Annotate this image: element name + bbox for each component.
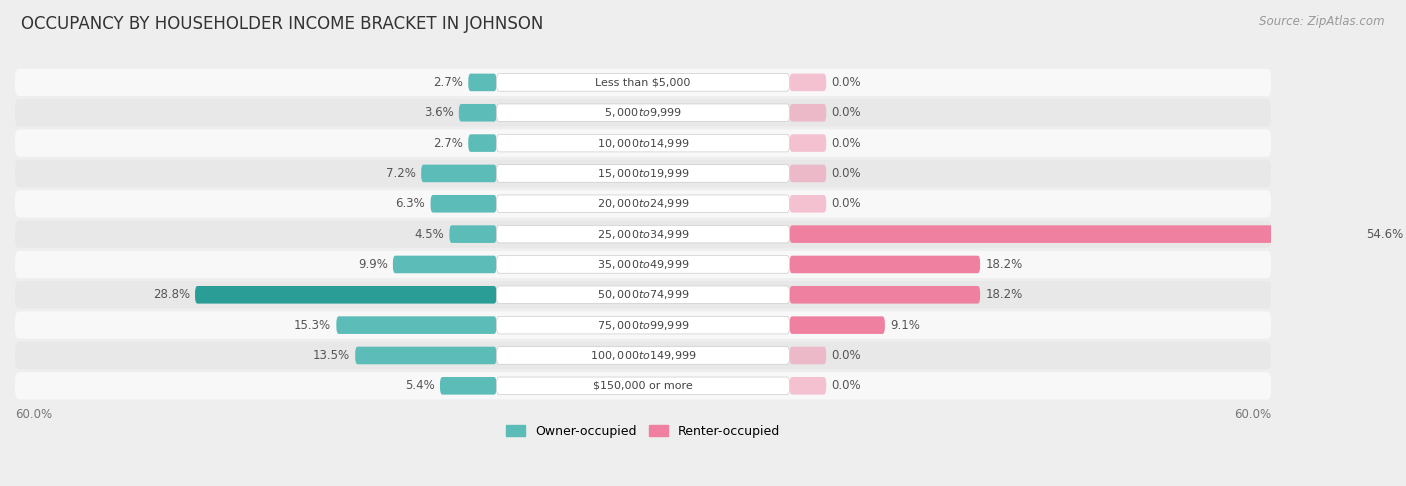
FancyBboxPatch shape: [496, 226, 790, 243]
FancyBboxPatch shape: [790, 73, 827, 91]
FancyBboxPatch shape: [468, 134, 496, 152]
Text: $150,000 or more: $150,000 or more: [593, 381, 693, 391]
FancyBboxPatch shape: [496, 165, 790, 182]
FancyBboxPatch shape: [790, 134, 827, 152]
Text: $75,000 to $99,999: $75,000 to $99,999: [596, 319, 689, 331]
FancyBboxPatch shape: [336, 316, 496, 334]
Text: $100,000 to $149,999: $100,000 to $149,999: [589, 349, 696, 362]
Text: 3.6%: 3.6%: [423, 106, 454, 119]
Text: 15.3%: 15.3%: [294, 319, 332, 331]
Text: $35,000 to $49,999: $35,000 to $49,999: [596, 258, 689, 271]
FancyBboxPatch shape: [430, 195, 496, 212]
Text: 0.0%: 0.0%: [831, 379, 860, 392]
FancyBboxPatch shape: [15, 129, 1271, 157]
Text: 0.0%: 0.0%: [831, 76, 860, 89]
FancyBboxPatch shape: [790, 256, 980, 273]
Text: Less than $5,000: Less than $5,000: [595, 77, 690, 87]
FancyBboxPatch shape: [15, 160, 1271, 187]
FancyBboxPatch shape: [790, 104, 827, 122]
Text: 9.1%: 9.1%: [890, 319, 920, 331]
Text: $5,000 to $9,999: $5,000 to $9,999: [605, 106, 682, 119]
Text: 6.3%: 6.3%: [395, 197, 426, 210]
Text: $10,000 to $14,999: $10,000 to $14,999: [596, 137, 689, 150]
FancyBboxPatch shape: [790, 377, 827, 395]
FancyBboxPatch shape: [15, 312, 1271, 339]
FancyBboxPatch shape: [195, 286, 496, 304]
Text: 28.8%: 28.8%: [153, 288, 190, 301]
FancyBboxPatch shape: [496, 286, 790, 304]
Legend: Owner-occupied, Renter-occupied: Owner-occupied, Renter-occupied: [501, 420, 785, 443]
FancyBboxPatch shape: [496, 347, 790, 364]
FancyBboxPatch shape: [15, 281, 1271, 309]
Text: 5.4%: 5.4%: [405, 379, 434, 392]
FancyBboxPatch shape: [15, 99, 1271, 126]
FancyBboxPatch shape: [450, 226, 496, 243]
FancyBboxPatch shape: [790, 195, 827, 212]
FancyBboxPatch shape: [790, 165, 827, 182]
Text: $25,000 to $34,999: $25,000 to $34,999: [596, 227, 689, 241]
Text: 0.0%: 0.0%: [831, 167, 860, 180]
FancyBboxPatch shape: [15, 251, 1271, 278]
FancyBboxPatch shape: [790, 286, 980, 304]
FancyBboxPatch shape: [790, 316, 884, 334]
Text: OCCUPANCY BY HOUSEHOLDER INCOME BRACKET IN JOHNSON: OCCUPANCY BY HOUSEHOLDER INCOME BRACKET …: [21, 15, 544, 33]
FancyBboxPatch shape: [422, 165, 496, 182]
Text: 0.0%: 0.0%: [831, 197, 860, 210]
Text: $15,000 to $19,999: $15,000 to $19,999: [596, 167, 689, 180]
FancyBboxPatch shape: [392, 256, 496, 273]
Text: 0.0%: 0.0%: [831, 137, 860, 150]
Text: 60.0%: 60.0%: [1234, 408, 1271, 421]
FancyBboxPatch shape: [496, 256, 790, 273]
FancyBboxPatch shape: [15, 372, 1271, 399]
Text: 0.0%: 0.0%: [831, 106, 860, 119]
FancyBboxPatch shape: [15, 190, 1271, 217]
Text: 18.2%: 18.2%: [986, 258, 1022, 271]
FancyBboxPatch shape: [496, 377, 790, 395]
Text: 2.7%: 2.7%: [433, 76, 463, 89]
Text: 54.6%: 54.6%: [1367, 227, 1403, 241]
Text: 2.7%: 2.7%: [433, 137, 463, 150]
FancyBboxPatch shape: [15, 342, 1271, 369]
Text: $20,000 to $24,999: $20,000 to $24,999: [596, 197, 689, 210]
FancyBboxPatch shape: [15, 69, 1271, 96]
Text: 4.5%: 4.5%: [415, 227, 444, 241]
Text: 60.0%: 60.0%: [15, 408, 52, 421]
FancyBboxPatch shape: [496, 134, 790, 152]
FancyBboxPatch shape: [356, 347, 496, 364]
FancyBboxPatch shape: [468, 73, 496, 91]
Text: 7.2%: 7.2%: [387, 167, 416, 180]
FancyBboxPatch shape: [496, 73, 790, 91]
Text: Source: ZipAtlas.com: Source: ZipAtlas.com: [1260, 15, 1385, 28]
FancyBboxPatch shape: [440, 377, 496, 395]
Text: 13.5%: 13.5%: [314, 349, 350, 362]
FancyBboxPatch shape: [790, 226, 1361, 243]
Text: 9.9%: 9.9%: [357, 258, 388, 271]
FancyBboxPatch shape: [496, 104, 790, 122]
FancyBboxPatch shape: [15, 221, 1271, 248]
FancyBboxPatch shape: [790, 347, 827, 364]
FancyBboxPatch shape: [496, 316, 790, 334]
Text: $50,000 to $74,999: $50,000 to $74,999: [596, 288, 689, 301]
Text: 0.0%: 0.0%: [831, 349, 860, 362]
Text: 18.2%: 18.2%: [986, 288, 1022, 301]
FancyBboxPatch shape: [458, 104, 496, 122]
FancyBboxPatch shape: [496, 195, 790, 212]
